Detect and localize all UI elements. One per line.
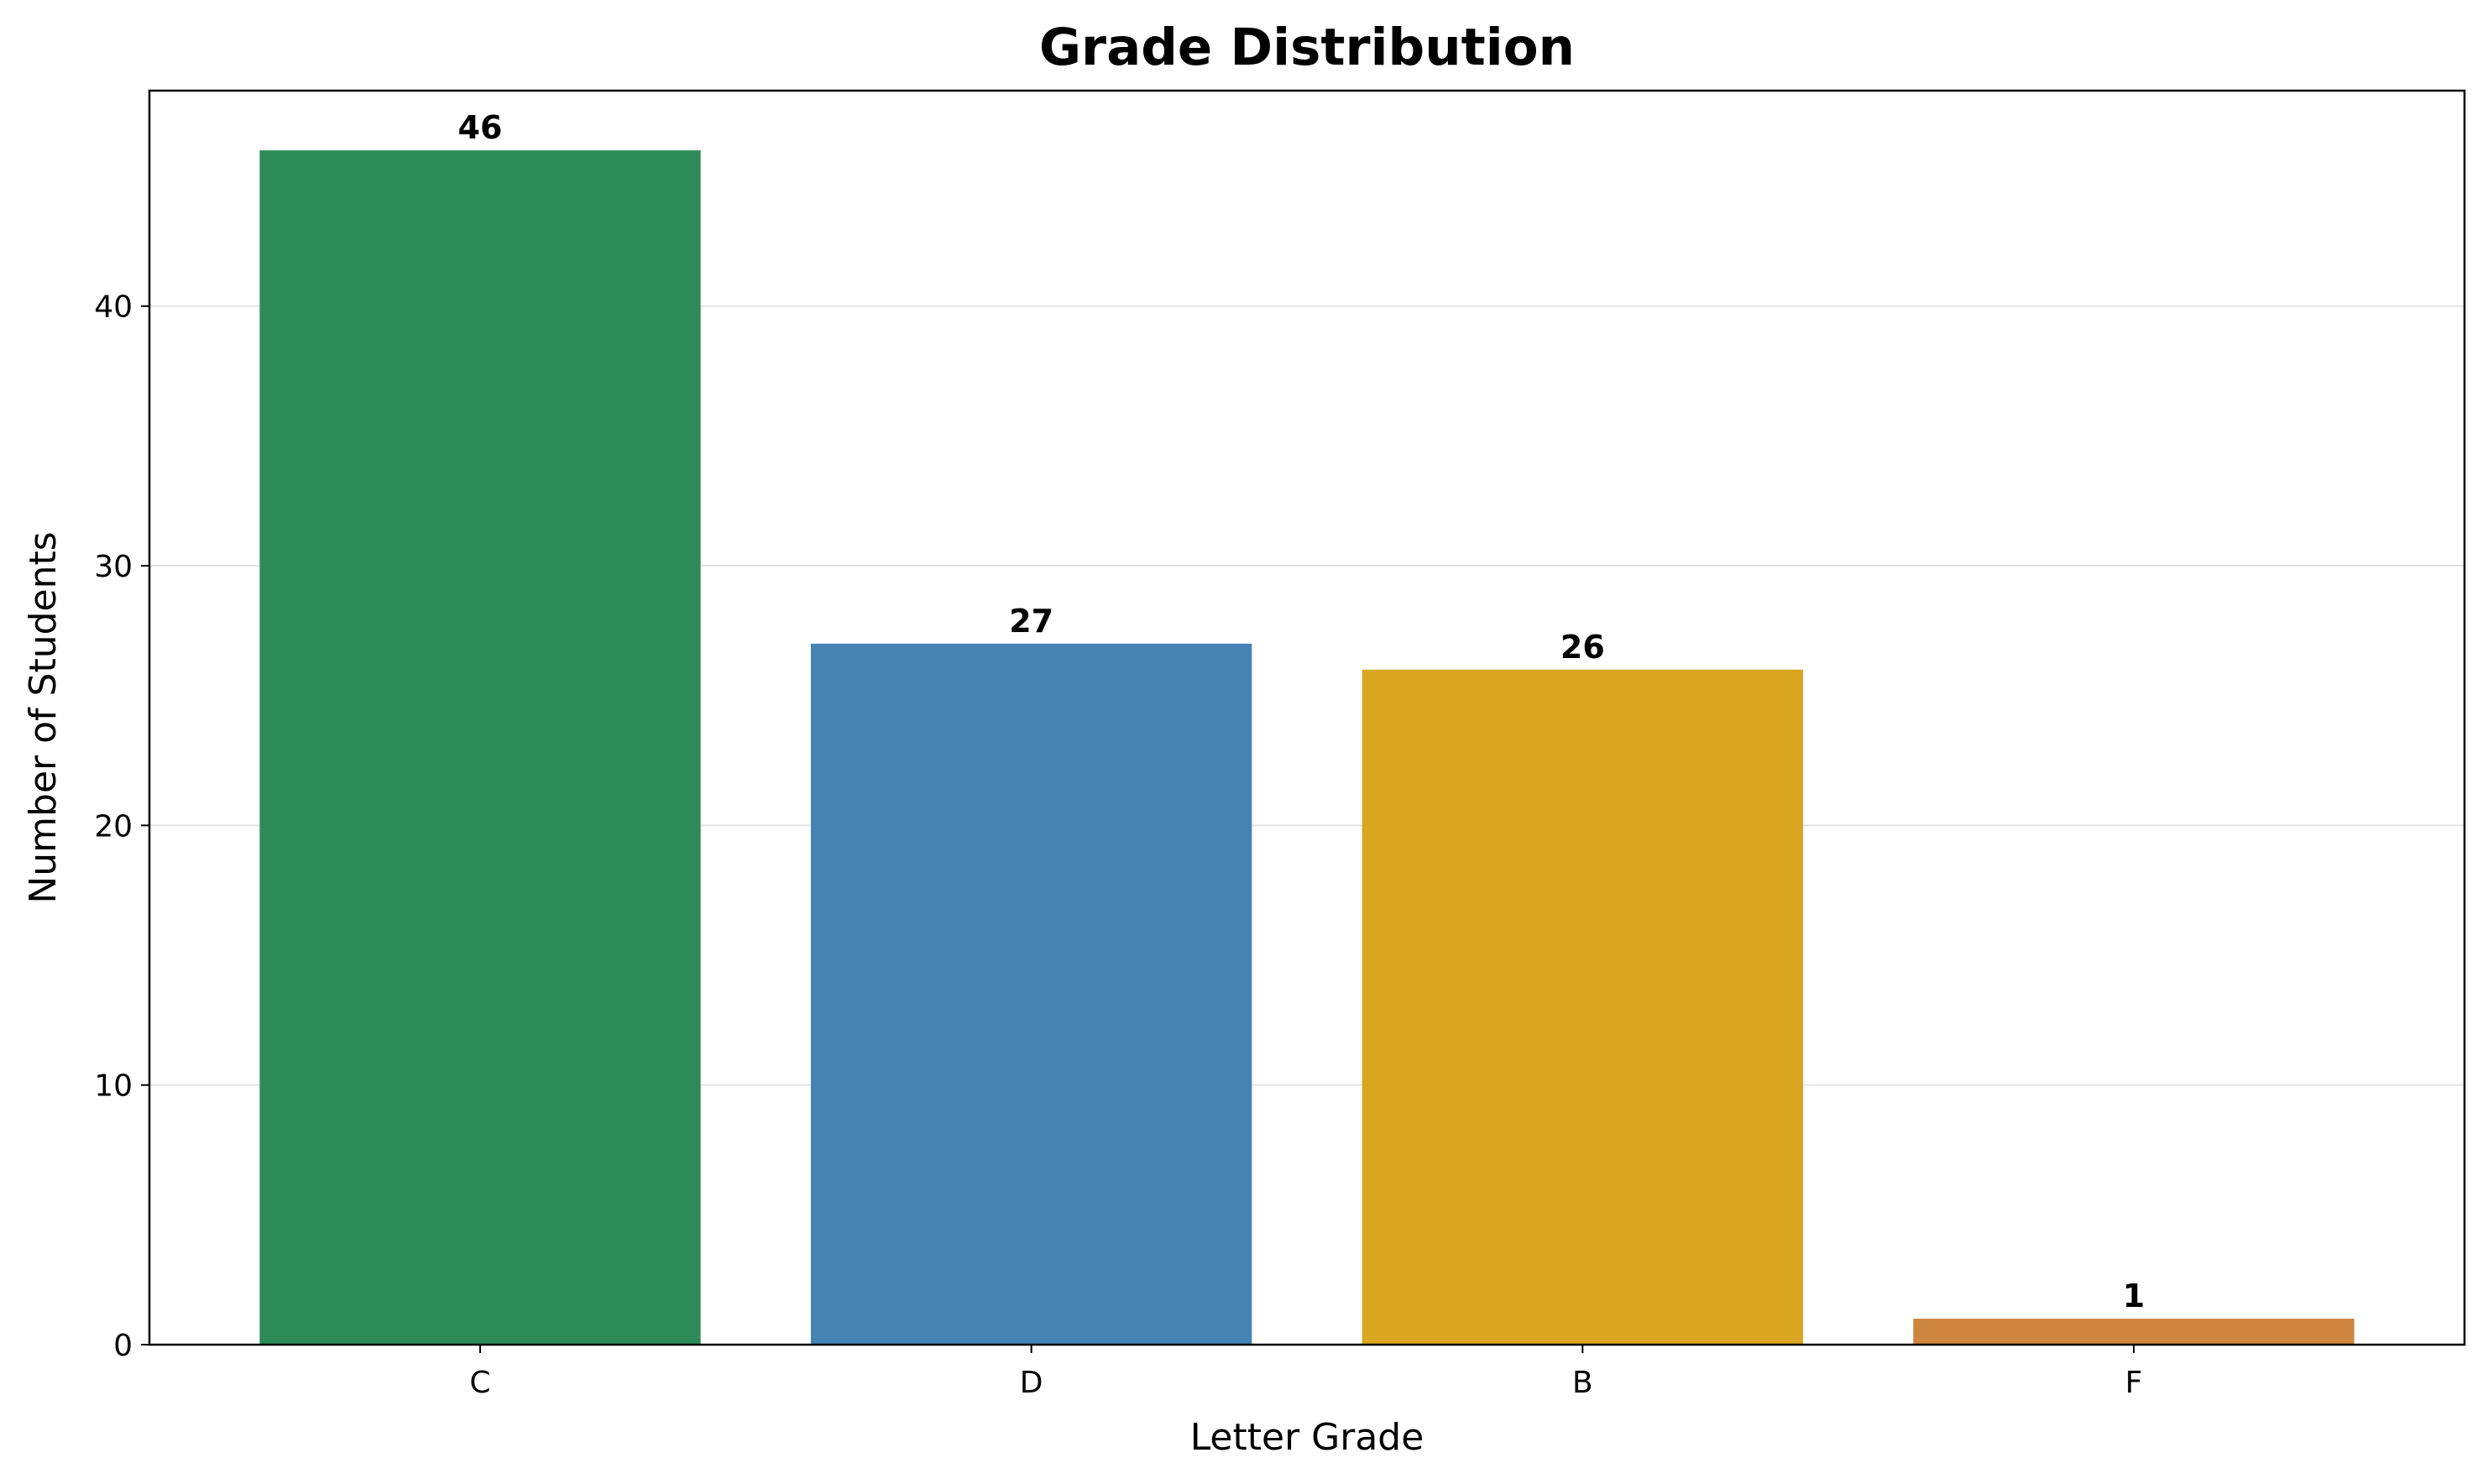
y-tick-label-30: 30 [94, 550, 133, 584]
plot-frame [148, 89, 2466, 1346]
bar-d [811, 643, 1252, 1345]
y-tick-label-40: 40 [94, 290, 133, 325]
x-tick-label-c: C [469, 1366, 490, 1400]
value-label-d: 27 [1009, 603, 1053, 640]
chart-title: Grade Distribution [1039, 18, 1575, 77]
value-label-f: 1 [2123, 1278, 2145, 1314]
bar-b [1362, 669, 1803, 1345]
bar-f [1913, 1319, 2355, 1345]
x-axis-label: Letter Grade [1190, 1416, 1424, 1459]
y-axis-ticks: 0 10 20 30 40 [94, 290, 149, 1363]
bars [259, 150, 2355, 1346]
value-label-c: 46 [458, 109, 503, 146]
x-tick-label-b: B [1572, 1366, 1593, 1400]
y-tick-label-20: 20 [94, 809, 133, 844]
value-labels: 46 27 26 1 [458, 109, 2146, 1314]
y-tick-label-0: 0 [113, 1329, 133, 1363]
x-tick-label-f: F [2125, 1366, 2143, 1400]
y-tick-label-10: 10 [94, 1069, 133, 1104]
y-axis-label: Number of Students [22, 531, 65, 903]
bar-c [259, 150, 701, 1346]
x-tick-label-d: D [1020, 1366, 1043, 1400]
value-label-b: 26 [1560, 629, 1605, 666]
